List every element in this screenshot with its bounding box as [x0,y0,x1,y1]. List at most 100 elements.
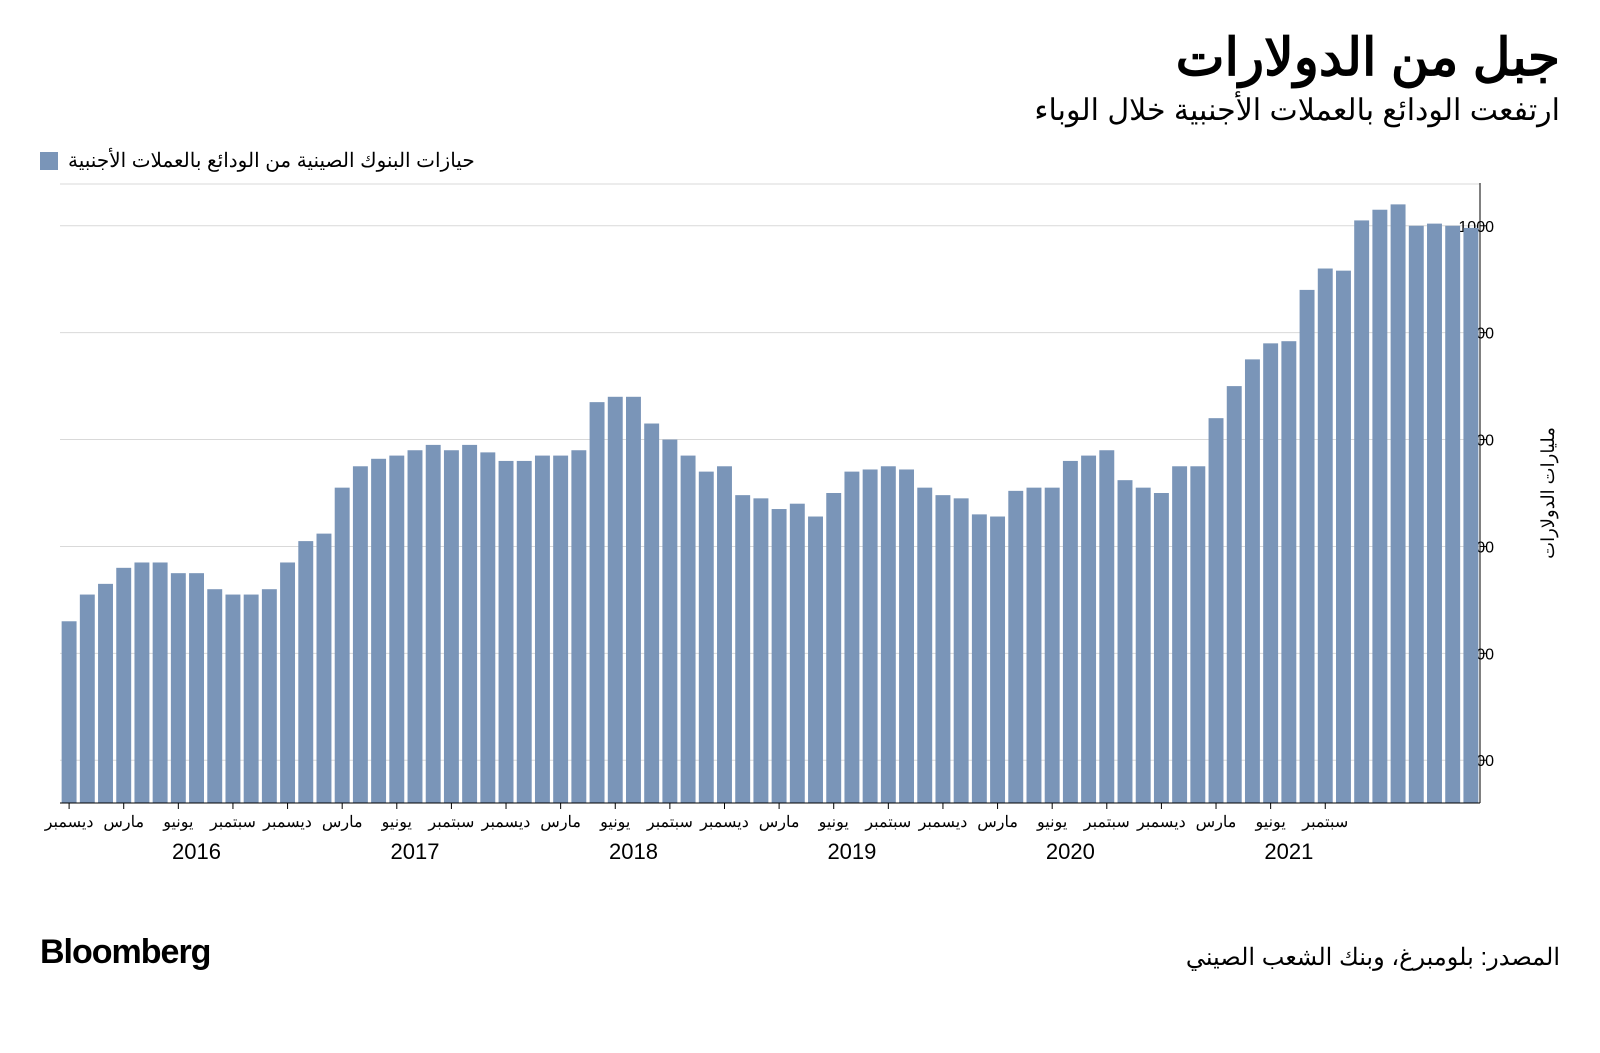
bar [371,459,386,803]
x-month-label: سبتمبر [427,814,474,831]
bar [699,472,714,803]
bar [1318,269,1333,803]
bar [1045,488,1060,803]
x-year-label: 2021 [1264,839,1313,864]
bar [426,445,441,803]
bar [298,541,313,803]
bar [881,466,896,803]
bar [462,445,477,803]
x-month-label: مارس [1196,814,1237,831]
bar [1445,226,1460,803]
source-text: المصدر: بلومبرغ، وبنك الشعب الصيني [1186,943,1560,972]
bar [480,453,495,804]
chart-canvas: 5006007008009001000ديسمبرمارسيونيوسبتمبر… [40,183,1560,903]
bar [1118,480,1133,803]
bar [590,402,605,803]
x-month-label: ديسمبر [1136,814,1186,831]
bar [917,488,932,803]
x-month-label: مارس [759,814,800,831]
bar [1027,488,1042,803]
bar [808,517,823,803]
bar [954,499,969,804]
bar [499,461,514,803]
bar [826,493,841,803]
bar [644,424,659,803]
x-month-label: مارس [103,814,144,831]
bar [1209,418,1224,803]
x-month-label: ديسمبر [481,814,531,831]
x-month-label: يونيو [1036,814,1067,831]
bar [1300,290,1315,803]
bar [1172,466,1187,803]
bar [863,470,878,804]
bar [990,517,1005,803]
bar [1463,228,1478,803]
bar [753,499,768,804]
x-month-label: مارس [322,814,363,831]
bar [189,573,204,803]
bar [1081,456,1096,803]
x-year-label: 2020 [1046,839,1095,864]
bar [444,450,459,803]
x-month-label: سبتمبر [1083,814,1130,831]
bar [1281,341,1296,803]
bar [389,456,404,803]
bar [207,589,222,803]
bar [517,461,532,803]
bar [1391,205,1406,804]
bar [972,515,987,804]
bar [1245,360,1260,804]
x-year-label: 2018 [609,839,658,864]
bar [1008,491,1023,803]
chart-header: جبل من الدولارات ارتفعت الودائع بالعملات… [40,30,1560,128]
brand-logo: Bloomberg [40,933,210,972]
bar [1336,271,1351,803]
bar [408,450,423,803]
chart-title: جبل من الدولارات [40,30,1560,87]
x-month-label: ديسمبر [44,814,94,831]
bar [225,595,240,803]
bar [662,440,677,803]
x-year-label: 2019 [827,839,876,864]
bar [134,563,149,804]
bar [80,595,95,803]
bar [1136,488,1151,803]
bar [717,466,732,803]
x-month-label: سبتمبر [209,814,256,831]
y-axis-title: مليارات الدولارات [1538,427,1559,559]
bar [1099,450,1114,803]
x-month-label: مارس [540,814,581,831]
chart-footer: Bloomberg المصدر: بلومبرغ، وبنك الشعب ال… [40,933,1560,972]
bar [244,595,259,803]
legend-swatch [40,152,58,170]
bar [553,456,568,803]
bar [98,584,113,803]
bar [1427,224,1442,803]
bar [317,534,332,803]
bar [608,397,623,803]
x-month-label: يونيو [818,814,849,831]
bar [1063,461,1078,803]
bar [153,563,168,804]
chart-subtitle: ارتفعت الودائع بالعملات الأجنبية خلال ال… [40,93,1560,128]
x-month-label: يونيو [1255,814,1286,831]
x-month-label: ديسمبر [918,814,968,831]
x-month-label: مارس [977,814,1018,831]
bar [844,472,859,803]
bar [1227,386,1242,803]
x-year-label: 2017 [391,839,440,864]
bar [62,621,77,803]
bar [262,589,277,803]
x-month-label: سبتمبر [864,814,911,831]
bar [772,509,787,803]
bar [1263,344,1278,804]
x-month-label: سبتمبر [646,814,693,831]
bar [280,563,295,804]
x-month-label: يونيو [381,814,412,831]
bar [1354,221,1369,804]
x-month-label: يونيو [162,814,193,831]
bar [1190,466,1205,803]
bar [535,456,550,803]
bar [353,466,368,803]
bar [1154,493,1169,803]
